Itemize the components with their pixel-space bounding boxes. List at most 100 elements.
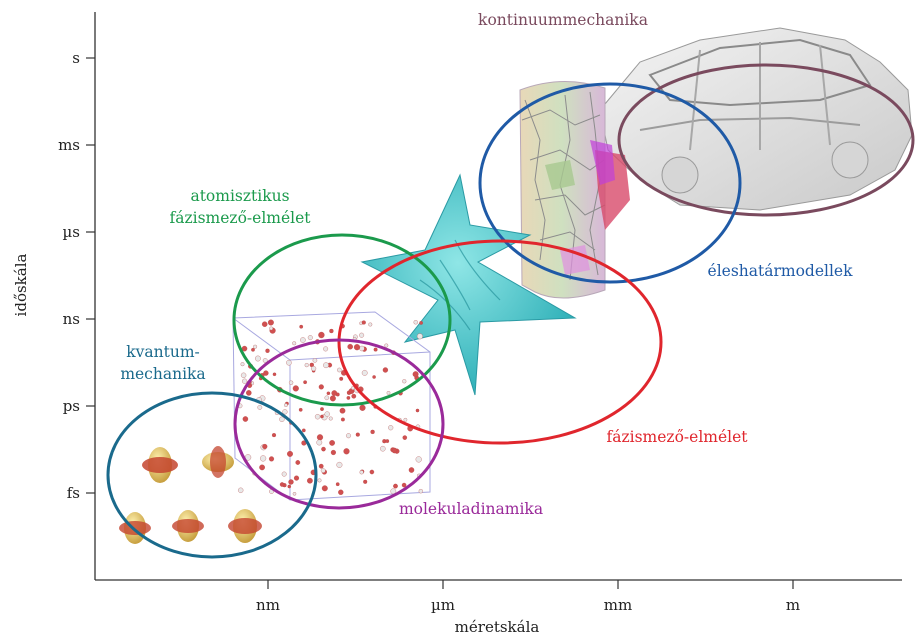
orbital-2 <box>202 446 234 478</box>
atomistic-label-line2: fázismező-elmélet <box>169 209 311 227</box>
molecule-dot <box>324 395 330 401</box>
molecule-dot <box>346 396 351 400</box>
molecule-dot <box>331 390 338 396</box>
molecule-dot <box>368 322 373 327</box>
molecule-dot <box>323 346 329 352</box>
y-tick-s: s <box>72 49 80 67</box>
molecule-dot <box>391 447 398 454</box>
phasefield-label: fázismező-elmélet <box>606 428 748 446</box>
molecule-dot <box>320 414 324 419</box>
molecule-dot <box>340 417 345 422</box>
y-tick-ns: ns <box>63 310 80 328</box>
molecule-dot <box>299 324 304 329</box>
molecule-dot <box>416 333 423 340</box>
molecule-dot <box>304 363 309 368</box>
molecule-dot <box>373 347 378 352</box>
molecule-dot <box>347 343 353 350</box>
molecule-dot <box>329 328 334 334</box>
molecule-dot <box>330 449 336 456</box>
molecule-dots <box>237 319 423 496</box>
molecule-dot <box>255 355 261 362</box>
molecule-dot <box>323 362 329 369</box>
molecule-dot <box>338 489 344 495</box>
molecule-dot <box>329 395 336 402</box>
quantum-ellipse <box>106 391 318 559</box>
x-tick-m: m <box>786 596 800 614</box>
molecule-dot <box>253 344 258 349</box>
molecule-dot <box>265 348 270 353</box>
molecule-dot <box>388 425 394 431</box>
molecule-dot <box>240 362 245 367</box>
molecule-dot <box>303 380 307 385</box>
molecule-dot <box>246 390 252 396</box>
molecule-dot <box>335 482 340 487</box>
molecule-dot <box>288 479 294 485</box>
orbital-illustrations <box>119 446 262 544</box>
molecule-dot <box>336 461 343 468</box>
molecule-dot <box>288 380 294 385</box>
molecule-dot <box>292 492 297 496</box>
molecule-dot <box>301 428 306 433</box>
molecule-dot <box>284 403 288 407</box>
molecule-dot <box>339 407 346 414</box>
molecule-dot <box>260 455 267 462</box>
molecule-dot <box>242 378 248 384</box>
molecule-dot <box>317 478 322 483</box>
molecule-dot <box>261 321 268 327</box>
molecule-dot <box>321 446 326 452</box>
quantum-label-line1: kvantum- <box>126 343 200 361</box>
molecule-dot <box>281 471 287 477</box>
y-tick-fs: fs <box>67 484 80 502</box>
molecule-dot <box>361 320 366 325</box>
molecule-dot <box>286 359 292 366</box>
molecule-dot <box>292 341 297 346</box>
molecule-dot <box>402 435 408 440</box>
molecule-dot <box>370 429 375 435</box>
molecule-dot <box>267 319 274 326</box>
molecule-dot <box>413 320 418 325</box>
molecule-dot <box>287 450 293 457</box>
molecule-dot <box>268 456 275 462</box>
molecule-dot <box>408 467 415 473</box>
molecule-dot <box>321 485 328 492</box>
molecule-dot <box>318 331 325 339</box>
molecule-dot <box>311 366 317 372</box>
molecule-dot <box>279 482 285 487</box>
molecule-dot <box>343 448 350 455</box>
molecule-dot <box>402 379 407 384</box>
molecule-dot <box>307 335 313 341</box>
y-tick-us: µs <box>63 223 80 241</box>
continuum-label: kontinuummechanika <box>478 11 648 29</box>
molecule-dot <box>269 326 274 331</box>
molecule-dot <box>393 483 398 489</box>
molecule-dot <box>282 409 288 415</box>
molecule-dot <box>295 460 301 465</box>
x-axis-title: méretskála <box>455 618 540 636</box>
molecule-dot <box>318 463 324 469</box>
molecule-dot <box>415 408 420 413</box>
molecule-dot <box>263 370 269 376</box>
orbital-1 <box>142 447 178 483</box>
y-tick-ms: ms <box>58 136 80 154</box>
molecule-dot <box>328 416 333 421</box>
molecule-dot <box>262 358 268 363</box>
grain-ellipse <box>478 82 742 284</box>
molecule-dot <box>359 404 366 411</box>
molecule-dot <box>339 376 344 381</box>
molecule-dot <box>279 416 285 422</box>
x-tick-um: µm <box>431 596 455 614</box>
molecular-label: molekuladinamika <box>399 500 543 518</box>
molecule-dot <box>351 386 355 390</box>
x-axis <box>95 579 902 589</box>
molecule-dot <box>314 414 321 420</box>
molecule-dot <box>363 479 368 484</box>
molecule-dot <box>372 375 376 379</box>
molecule-dot <box>292 385 299 392</box>
molecule-dot <box>326 391 331 396</box>
molecule-dot <box>359 470 364 475</box>
molecule-dot <box>251 347 255 352</box>
molecule-dot <box>298 407 303 412</box>
molecule-dot <box>346 433 351 439</box>
x-tick-mm: mm <box>604 596 632 614</box>
molecule-dot <box>415 456 422 463</box>
